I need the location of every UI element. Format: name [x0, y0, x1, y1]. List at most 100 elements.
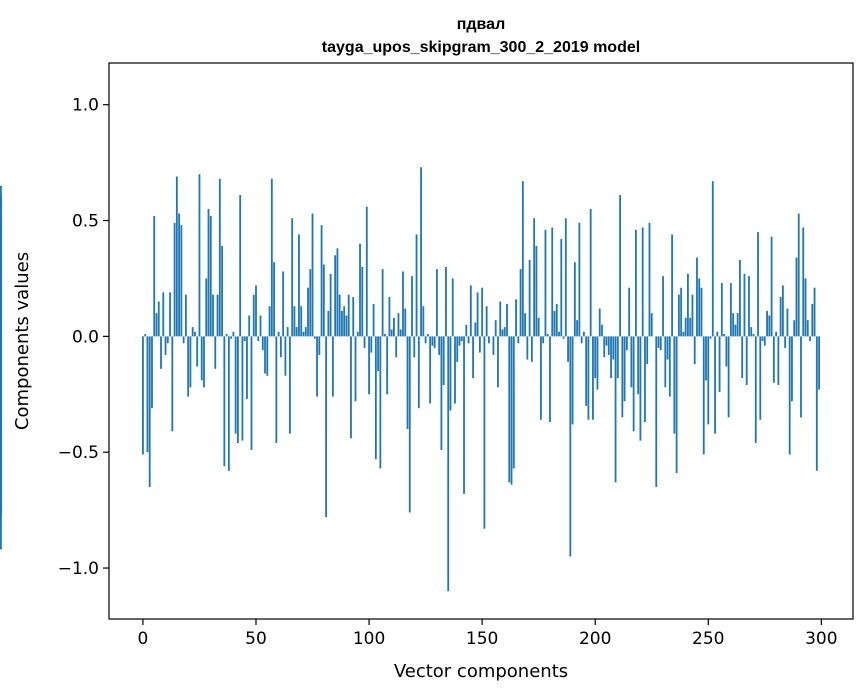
- bar-73: [307, 287, 309, 337]
- bar-122: [417, 336, 420, 409]
- bar-52: [259, 315, 262, 337]
- bar-176: [540, 336, 542, 420]
- bar-3: [148, 336, 151, 487]
- bar-159: [501, 329, 504, 337]
- bar-96: [359, 243, 361, 337]
- bar-53: [261, 336, 264, 351]
- bar-223: [646, 336, 649, 365]
- x-tick-label-250: 250: [692, 629, 724, 649]
- bar-175: [537, 317, 540, 337]
- bar-85: [334, 255, 337, 337]
- bar-263: [736, 313, 739, 337]
- bar-66: [291, 218, 294, 337]
- bar-40: [232, 331, 235, 337]
- bar-97: [361, 266, 364, 337]
- bar-194: [580, 336, 583, 344]
- bar-37: [225, 334, 228, 337]
- y-tick-label-4: 1.0: [72, 96, 99, 116]
- bar-166: [517, 336, 520, 344]
- y-axis-ticks: −1.0 −0.5 0.0 0.5 1.0: [58, 96, 109, 579]
- bar-39: [230, 336, 233, 339]
- bar-60: [277, 331, 280, 337]
- bar-279: [772, 336, 775, 383]
- bar-1: [144, 334, 147, 337]
- bar-48: [250, 336, 253, 450]
- bar-227: [655, 336, 658, 487]
- bar-281: [777, 336, 780, 386]
- bar-17: [180, 225, 183, 337]
- bar-296: [811, 303, 814, 337]
- bar-114: [399, 329, 402, 337]
- bar-270: [752, 334, 755, 337]
- bar-71: [302, 331, 305, 337]
- bar-277: [768, 315, 771, 337]
- bar-149: [478, 336, 481, 353]
- bar-232: [666, 336, 669, 360]
- bar-27: [203, 336, 205, 388]
- bar-212: [621, 336, 624, 418]
- bar-267: [745, 336, 748, 386]
- bar-239: [682, 331, 685, 337]
- bar-156: [494, 320, 497, 337]
- bar-89: [343, 306, 346, 337]
- bar-237: [677, 294, 680, 337]
- bar-34: [218, 178, 221, 337]
- bar-94: [354, 336, 357, 402]
- bar-106: [381, 269, 384, 337]
- bar-283: [781, 285, 784, 337]
- plot-frame: [108, 62, 854, 620]
- bar-243: [691, 294, 694, 337]
- bar-7: [157, 301, 160, 337]
- bar-81: [325, 336, 327, 518]
- bar-43: [239, 195, 242, 337]
- bar-179: [546, 334, 549, 337]
- bar-undefined: [0, 336, 2, 550]
- bar-203: [601, 324, 603, 337]
- bar-225: [650, 313, 653, 337]
- bar-224: [648, 222, 651, 337]
- bar-181: [551, 227, 554, 337]
- bar-26: [200, 336, 203, 381]
- bar-294: [806, 320, 809, 337]
- bar-282: [779, 296, 782, 337]
- bar-189: [569, 336, 572, 557]
- bar-141: [460, 336, 463, 341]
- bar-42: [237, 336, 239, 443]
- bar-217: [632, 336, 635, 432]
- bar-131: [438, 336, 441, 355]
- bar-242: [689, 317, 692, 337]
- bar-70: [300, 306, 303, 337]
- bar-278: [770, 236, 773, 337]
- bar-59: [275, 336, 278, 443]
- bar-148: [476, 292, 479, 337]
- bar-160: [503, 327, 506, 337]
- bar-24: [196, 336, 199, 367]
- bar-256: [720, 283, 723, 337]
- bar-145: [469, 285, 472, 337]
- bar-64: [286, 327, 289, 337]
- bar-58: [273, 262, 275, 337]
- bar-22: [191, 327, 194, 337]
- bar-205: [605, 336, 608, 346]
- bar-35: [221, 246, 223, 337]
- bar-173: [533, 218, 536, 337]
- bar-150: [481, 287, 484, 337]
- bar-28: [205, 278, 208, 337]
- y-axis-label: Components values: [12, 252, 33, 430]
- bar-91: [347, 294, 350, 337]
- bar-177: [542, 336, 545, 344]
- bar-41: [234, 336, 237, 434]
- bar-238: [680, 287, 683, 337]
- bar-191: [573, 262, 576, 337]
- bar-25: [198, 174, 201, 337]
- bar-135: [447, 336, 450, 592]
- bar-168: [521, 181, 524, 337]
- bar-174: [535, 246, 538, 337]
- bar-187: [564, 218, 567, 337]
- bar-186: [562, 336, 565, 339]
- bar-249: [705, 336, 707, 381]
- bar-273: [759, 336, 762, 420]
- bar-72: [304, 327, 307, 337]
- y-tick-label-0: −1.0: [58, 559, 99, 579]
